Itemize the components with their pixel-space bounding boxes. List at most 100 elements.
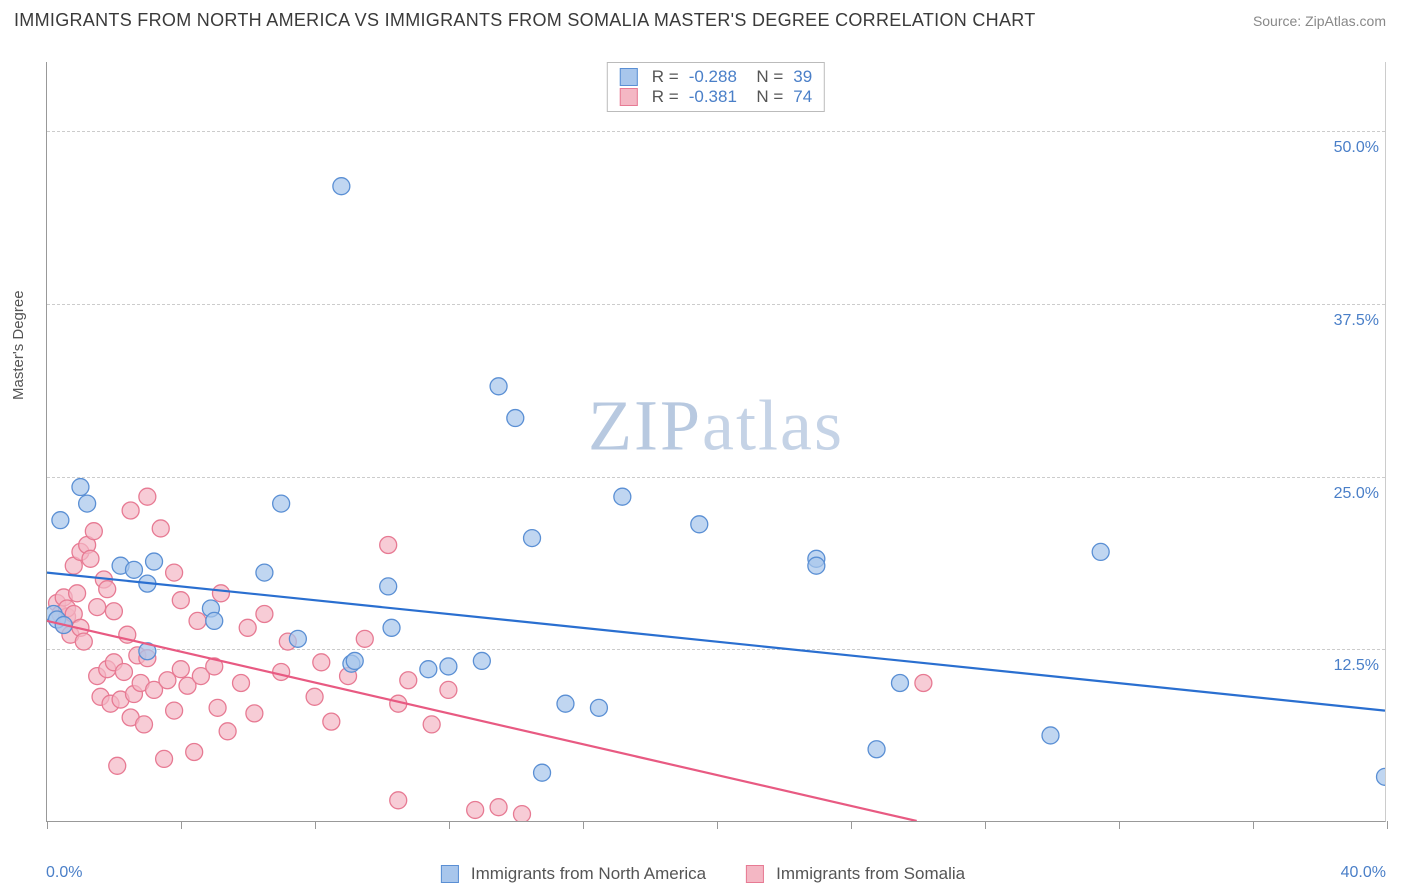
r-label: R = xyxy=(652,67,679,87)
scatter-point xyxy=(507,410,524,427)
scatter-point xyxy=(75,633,92,650)
scatter-point xyxy=(179,677,196,694)
scatter-point xyxy=(490,799,507,816)
scatter-point xyxy=(557,695,574,712)
legend-item-somalia: Immigrants from Somalia xyxy=(746,864,965,884)
scatter-point xyxy=(202,600,219,617)
x-axis-max-label: 40.0% xyxy=(1341,864,1386,882)
scatter-point xyxy=(172,661,189,678)
scatter-point xyxy=(233,675,250,692)
correlation-legend: R = -0.288 N = 39 R = -0.381 N = 74 xyxy=(607,62,825,112)
y-tick-label: 37.5% xyxy=(1334,312,1379,330)
scatter-point xyxy=(52,606,69,623)
scatter-point xyxy=(139,643,156,660)
scatter-point xyxy=(333,178,350,195)
scatter-point xyxy=(313,654,330,671)
scatter-point xyxy=(534,764,551,781)
r-value-2: -0.381 xyxy=(689,87,737,107)
scatter-point xyxy=(65,557,82,574)
x-tick xyxy=(315,821,316,829)
x-tick xyxy=(449,821,450,829)
scatter-point xyxy=(55,589,72,606)
r-label: R = xyxy=(652,87,679,107)
scatter-point xyxy=(136,716,153,733)
scatter-point xyxy=(119,626,136,643)
scatter-point xyxy=(72,479,89,496)
scatter-point xyxy=(105,603,122,620)
correlation-row-2: R = -0.381 N = 74 xyxy=(620,87,812,107)
scatter-point xyxy=(55,617,72,634)
scatter-point xyxy=(192,668,209,685)
scatter-point xyxy=(440,681,457,698)
x-axis-min-label: 0.0% xyxy=(46,864,82,882)
x-tick xyxy=(851,821,852,829)
scatter-point xyxy=(239,619,256,636)
scatter-point xyxy=(390,695,407,712)
scatter-point xyxy=(172,592,189,609)
scatter-point xyxy=(279,633,296,650)
scatter-point xyxy=(92,688,109,705)
scatter-point xyxy=(590,699,607,716)
scatter-point xyxy=(65,606,82,623)
series-legend: Immigrants from North America Immigrants… xyxy=(441,864,965,884)
scatter-point xyxy=(380,578,397,595)
scatter-point xyxy=(47,606,62,623)
scatter-point xyxy=(212,585,229,602)
scatter-point xyxy=(356,630,373,647)
scatter-point xyxy=(112,557,129,574)
scatter-point xyxy=(82,550,99,567)
scatter-point xyxy=(99,581,116,598)
watermark: ZIPatlas xyxy=(588,385,844,468)
scatter-point xyxy=(79,537,96,554)
x-tick xyxy=(583,821,584,829)
scatter-point xyxy=(1092,543,1109,560)
x-tick xyxy=(47,821,48,829)
scatter-point xyxy=(206,658,223,675)
source-attribution: Source: ZipAtlas.com xyxy=(1253,13,1386,29)
scatter-point xyxy=(95,571,112,588)
scatter-point xyxy=(256,564,273,581)
scatter-point xyxy=(614,488,631,505)
correlation-row-1: R = -0.288 N = 39 xyxy=(620,67,812,87)
scatter-point xyxy=(891,675,908,692)
x-tick xyxy=(1119,821,1120,829)
scatter-point xyxy=(209,699,226,716)
x-tick xyxy=(717,821,718,829)
swatch-north-america xyxy=(620,68,638,86)
scatter-point xyxy=(273,663,290,680)
scatter-point xyxy=(115,663,132,680)
plot-layer: ZIPatlas R = -0.288 N = 39 R = -0.381 N … xyxy=(47,62,1385,821)
scatter-point xyxy=(440,658,457,675)
scatter-point xyxy=(159,672,176,689)
scatter-point xyxy=(156,750,173,767)
chart-header: IMMIGRANTS FROM NORTH AMERICA VS IMMIGRA… xyxy=(0,0,1406,37)
scatter-point xyxy=(139,650,156,667)
scatter-point xyxy=(139,575,156,592)
scatter-point xyxy=(89,599,106,616)
scatter-point xyxy=(146,553,163,570)
scatter-point xyxy=(340,668,357,685)
scatter-point xyxy=(1377,768,1385,785)
scatter-point xyxy=(189,612,206,629)
scatter-point xyxy=(109,757,126,774)
scatter-point xyxy=(122,709,139,726)
scatter-point xyxy=(49,611,66,628)
scatter-point xyxy=(122,502,139,519)
y-tick-label: 50.0% xyxy=(1334,139,1379,157)
y-axis-label: Master's Degree xyxy=(10,290,27,400)
scatter-point xyxy=(524,530,541,547)
scatter-point xyxy=(62,626,79,643)
scatter-point xyxy=(390,792,407,809)
scatter-point xyxy=(808,557,825,574)
scatter-point xyxy=(79,495,96,512)
scatter-point xyxy=(105,654,122,671)
scatter-point xyxy=(139,488,156,505)
scatter-point xyxy=(473,652,490,669)
x-tick xyxy=(181,821,182,829)
scatter-point xyxy=(380,537,397,554)
scatter-point xyxy=(52,512,69,529)
gridline-h xyxy=(47,649,1385,650)
scatter-point xyxy=(146,681,163,698)
scatter-point xyxy=(125,561,142,578)
scatter-point xyxy=(400,672,417,689)
